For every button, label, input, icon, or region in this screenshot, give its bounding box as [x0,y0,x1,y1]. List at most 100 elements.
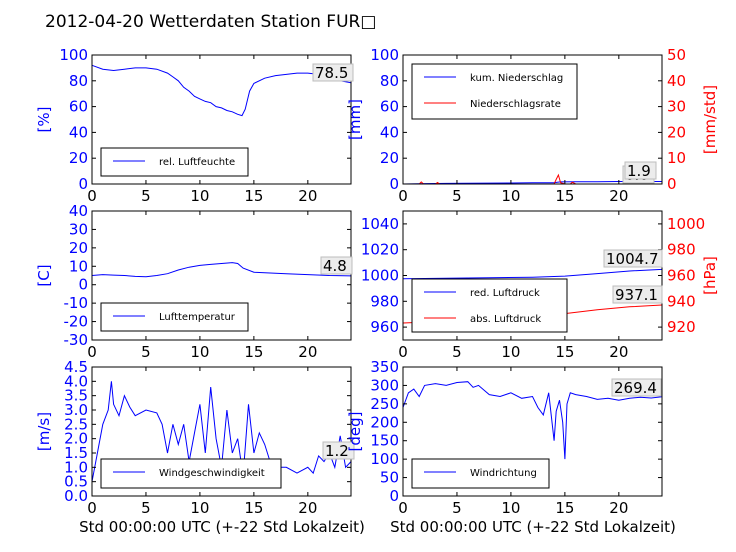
y2-axis-label: [mm/std] [701,85,719,154]
x-tick-label: 20 [609,499,628,517]
y-tick-label: 40 [69,202,88,220]
y2-axis-label: [hPa] [701,256,719,295]
x-tick-label: 5 [452,343,462,361]
plot-frame [91,210,352,341]
x-tick-label: 0 [87,499,97,517]
value-annotation-box [322,441,355,460]
y2-tick-label: 1000 [667,215,705,233]
y-tick-label: 100 [370,46,399,64]
y-tick-label: 3.5 [64,387,88,405]
legend-label: abs. Luftdruck [470,314,541,325]
panel-pressure: 0 5 10 15 20 960 980 1000 1020 1040 920 940 960 980 10… [361,210,719,361]
x-tick-label: 15 [555,499,574,517]
legend-box [411,63,578,120]
x-tick-label: 20 [298,187,317,205]
value-annotation-box [603,249,663,268]
y-tick-label: 0 [78,276,88,294]
y-tick-label: 1.5 [64,444,88,462]
y-tick-label: 1.0 [64,458,88,476]
value-annotation: 4.8 [323,257,347,275]
panel-wind-speed: 0 5 10 15 20 0.00.51.01.52.02.53.03.54.04.5 [m… [35,358,355,517]
y-tick-label: 100 [370,450,399,468]
y-tick-label: 60 [380,98,399,116]
series-line-5-0 [402,381,663,460]
value-annotation-box [320,256,353,275]
x-tick-label: 5 [452,499,462,517]
legend-label: red. Luftdruck [470,288,540,299]
y-tick-label: -20 [64,313,89,331]
y-tick-label: 300 [370,376,399,394]
y-tick-label: 4.0 [64,372,88,390]
legend-label: Lufttemperatur [159,312,236,323]
y-tick-label: 1020 [361,241,399,259]
y2-tick-label: 20 [667,123,686,141]
plot-frame [91,54,352,185]
y-tick-label: 30 [69,220,88,238]
y-axis-label: [m/s] [35,412,53,451]
y2-tick-label: 10 [667,149,686,167]
x-tick-label: 10 [190,343,209,361]
legend-box [411,278,568,333]
x-tick-label: 15 [555,187,574,205]
x-tick-label: 5 [452,187,462,205]
series-line-1-0 [402,181,662,185]
y-tick-label: 1040 [361,215,399,233]
value-annotation: 269.4 [614,379,657,397]
y-tick-label: 250 [370,395,399,413]
legend-box [100,147,249,177]
x-tick-label: 0 [398,187,408,205]
y-tick-label: 60 [69,98,88,116]
value-annotation: 1.2 [325,442,349,460]
series-line-4-0 [91,381,352,482]
y2-tick-label: 30 [667,98,686,116]
x-tick-label: 0 [87,343,97,361]
y-tick-label: 10 [69,257,88,275]
x-tick-label: 5 [141,343,151,361]
panel-precipitation: 0 5 10 15 20 0 20 40 60 80 100 0 10 20 30 40 50 [mm] [mm/s… [346,46,719,205]
y-tick-label: 0 [78,175,88,193]
y-tick-label: 0 [389,487,399,505]
y-tick-label: 80 [380,72,399,90]
y-tick-label: 2.0 [64,430,88,448]
y-tick-label: 40 [69,123,88,141]
x-tick-label: 15 [244,343,263,361]
plot-frame [402,54,663,185]
legend-label: Windgeschwindigkeit [159,468,265,479]
panel-wind-direction: 0 5 10 15 20050100150200250300350[deg]269.4W… [346,358,663,517]
series-line-0-0 [91,64,352,117]
plot-frame [402,366,663,497]
y-tick-label: 0 [389,175,399,193]
y2-tick-label: 0 [667,175,677,193]
legend-box [100,302,249,332]
y-tick-label: 20 [69,149,88,167]
y-axis-label: [C] [35,264,53,286]
figure-title: 2012-04-20 Wetterdaten Station FUR□ [45,12,376,32]
legend-label: Niederschlagsrate [470,99,561,110]
y2-tick-label: 940 [667,292,696,310]
legend-label: Windrichtung [470,468,537,479]
value-annotation-box [612,285,663,304]
value-annotation: 1.9 [627,162,651,180]
panel-humidity: 0 5 10 15 20 0 20 40 60 80 100 [%] 78.5 rel. Luftfeuc… [35,46,354,205]
y-tick-label: -10 [64,294,89,312]
legend-box [100,458,282,489]
y-tick-label: 50 [380,469,399,487]
y2-tick-label: 960 [667,267,696,285]
y2-tick-label: 980 [667,241,696,259]
y-tick-label: 2.5 [64,415,88,433]
x-tick-label: 5 [141,187,151,205]
y2-tick-label: 50 [667,46,686,64]
y-tick-label: 960 [370,318,399,336]
y-tick-label: -30 [64,331,89,349]
y-axis-label: [mm] [346,99,364,140]
x-tick-label: 15 [244,499,263,517]
value-annotation-box [312,63,354,82]
x-axis-label-left: Std 00:00:00 UTC (+-22 Std Lokalzeit) [79,518,365,536]
x-tick-label: 0 [398,499,408,517]
value-annotation: 78.5 [315,64,348,82]
value-annotation: 937.1 [615,286,658,304]
x-tick-label: 20 [609,187,628,205]
y2-tick-label: 920 [667,318,696,336]
